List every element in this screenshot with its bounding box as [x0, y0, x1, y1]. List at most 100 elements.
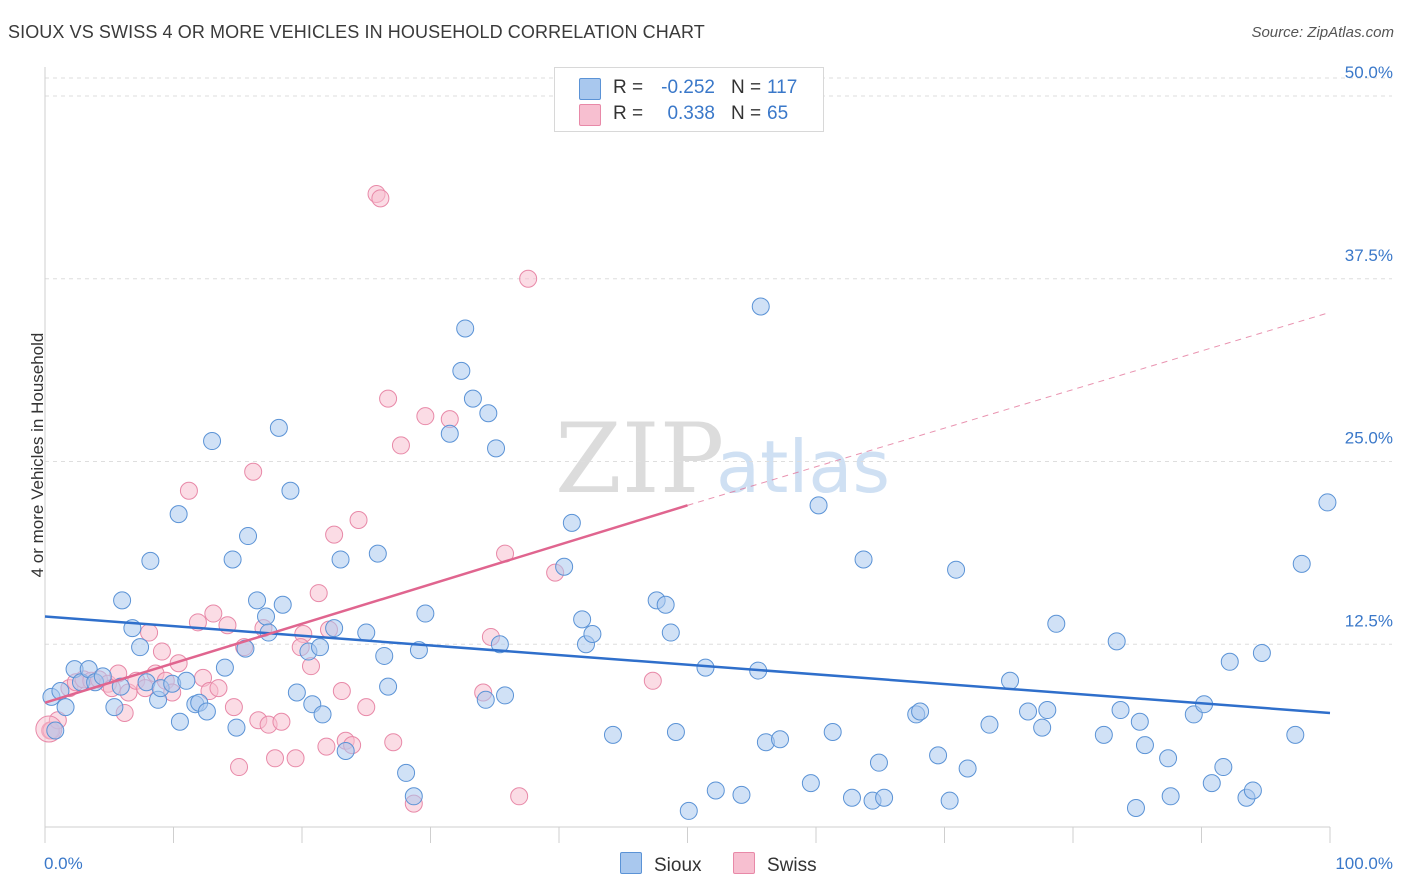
- sioux-point: [875, 788, 894, 807]
- swiss-label: Swiss: [767, 855, 817, 876]
- sioux-point: [1130, 712, 1149, 731]
- sioux-point: [573, 610, 592, 629]
- swiss-point: [272, 712, 291, 731]
- sioux-point: [603, 725, 622, 744]
- sioux-point: [1252, 644, 1271, 663]
- y-tick-label: 37.5%: [1345, 246, 1393, 265]
- sioux-swatch: [620, 852, 642, 874]
- sioux-trend-line: [44, 615, 1331, 715]
- sioux-point: [661, 623, 680, 642]
- swiss-point: [301, 657, 320, 676]
- r-label: R =: [613, 77, 644, 98]
- source-label: Source: ZipAtlas.com: [1251, 24, 1394, 41]
- grid-lines: [45, 77, 1392, 645]
- sioux-point: [397, 763, 416, 782]
- swiss-point: [209, 679, 228, 698]
- sioux-points: [42, 297, 1337, 820]
- sioux-point: [325, 619, 344, 638]
- sioux-point: [958, 759, 977, 778]
- n-label: N =: [731, 77, 762, 98]
- sioux-point: [980, 715, 999, 734]
- sioux-point: [273, 595, 292, 614]
- sioux-point: [313, 705, 332, 724]
- sioux-label: Sioux: [654, 855, 702, 876]
- sioux-point: [1111, 701, 1130, 720]
- swiss-point: [416, 407, 435, 426]
- y-axis-label: 4 or more Vehicles in Household: [28, 332, 47, 578]
- sioux-point: [452, 361, 471, 380]
- swiss-point: [140, 623, 159, 642]
- sioux-point: [336, 741, 355, 760]
- legend-row-swiss: R = 0.338 N = 65: [555, 102, 823, 128]
- y-tick-label: 25.0%: [1345, 429, 1393, 448]
- sioux-point: [809, 496, 828, 515]
- swiss-point: [244, 462, 263, 481]
- sioux-point: [223, 550, 242, 569]
- sioux-point: [287, 683, 306, 702]
- n-value: 117: [767, 77, 798, 98]
- y-tick-label: 50.0%: [1345, 63, 1393, 82]
- swiss-trend-line: [44, 504, 688, 704]
- sioux-point: [105, 698, 124, 717]
- r-value: 0.338: [667, 103, 715, 124]
- sioux-point: [476, 690, 495, 709]
- n-value: 65: [767, 103, 789, 124]
- swiss-point: [317, 737, 336, 756]
- legend-item-swiss[interactable]: Swiss: [733, 852, 817, 877]
- sioux-point: [947, 560, 966, 579]
- sioux-point: [732, 785, 751, 804]
- sioux-point: [239, 527, 258, 546]
- sioux-point: [404, 787, 423, 806]
- sioux-point: [379, 677, 398, 696]
- sioux-point: [1202, 774, 1221, 793]
- sioux-point: [666, 722, 685, 741]
- tick-labels: 12.5% 25.0% 37.5% 50.0% 0.0% 100.0%: [44, 63, 1393, 873]
- sioux-point: [248, 591, 267, 610]
- sioux-point: [331, 550, 350, 569]
- sioux-point: [131, 638, 150, 657]
- sioux-point: [771, 730, 790, 749]
- sioux-point: [51, 682, 70, 701]
- swiss-point: [384, 733, 403, 752]
- sioux-point: [169, 505, 188, 524]
- sioux-point: [1214, 758, 1233, 777]
- sioux-point: [1047, 614, 1066, 633]
- sioux-point: [869, 753, 888, 772]
- sioux-point: [141, 551, 160, 570]
- swiss-point: [325, 525, 344, 544]
- swiss-point: [357, 698, 376, 717]
- x-tick-label: 0.0%: [44, 854, 83, 873]
- sioux-point: [1243, 781, 1262, 800]
- swiss-point: [379, 389, 398, 408]
- sioux-point: [1135, 736, 1154, 755]
- legend-item-sioux[interactable]: Sioux: [620, 852, 702, 877]
- swiss-point: [204, 604, 223, 623]
- sioux-point: [177, 671, 196, 690]
- sioux-point: [1094, 725, 1113, 744]
- sioux-point: [1159, 749, 1178, 768]
- sioux-point: [257, 607, 276, 626]
- sioux-point: [269, 418, 288, 437]
- sioux-point: [368, 544, 387, 563]
- sioux-point: [203, 432, 222, 451]
- swiss-point: [224, 698, 243, 717]
- swiss-point: [152, 642, 171, 661]
- sioux-point: [842, 788, 861, 807]
- sioux-point: [1107, 632, 1126, 651]
- sioux-point: [940, 791, 959, 810]
- sioux-point: [656, 595, 675, 614]
- sioux-point: [197, 702, 216, 721]
- sioux-point: [1286, 725, 1305, 744]
- sioux-point: [1318, 493, 1337, 512]
- sioux-point: [555, 557, 574, 576]
- watermark-atlas: atlas: [716, 425, 890, 509]
- sioux-point: [487, 439, 506, 458]
- swiss-point: [309, 584, 328, 603]
- swiss-point: [230, 758, 249, 777]
- sioux-point: [1161, 787, 1180, 806]
- sioux-point: [823, 722, 842, 741]
- sioux-point: [1033, 718, 1052, 737]
- sioux-point: [706, 781, 725, 800]
- sioux-point: [929, 746, 948, 765]
- sioux-point: [1126, 798, 1145, 817]
